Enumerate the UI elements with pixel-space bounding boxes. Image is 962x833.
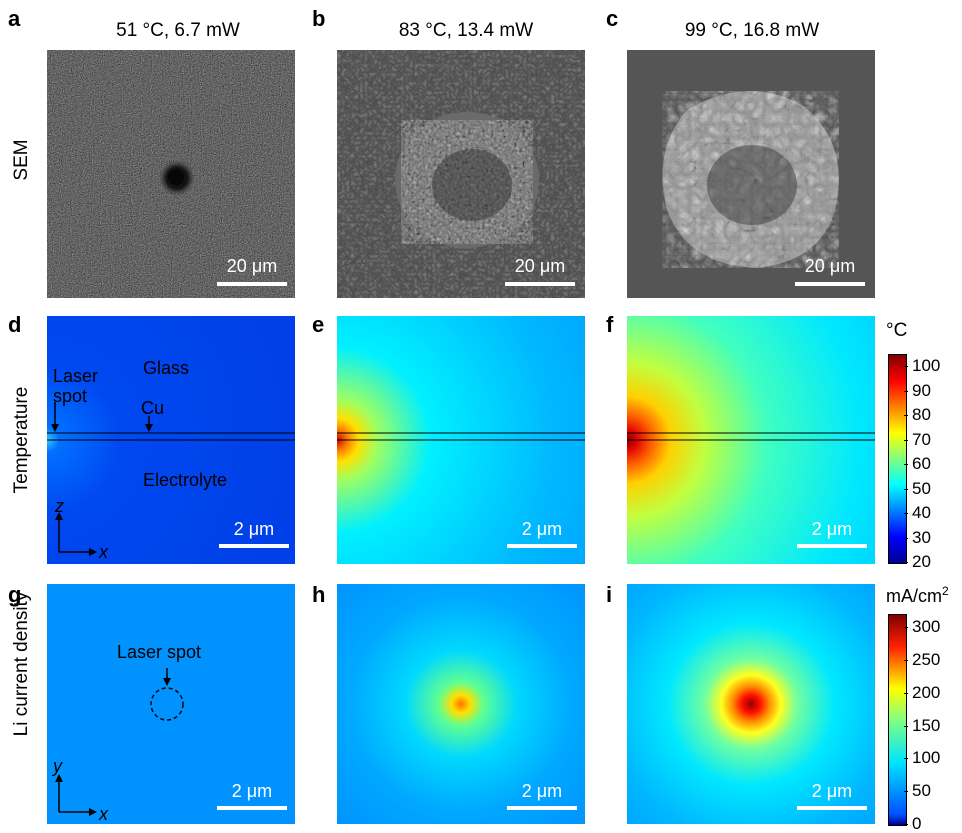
current-colorbar-tick-mark xyxy=(904,824,908,825)
sim-scale-bar-e xyxy=(507,544,577,548)
label-cu: Cu xyxy=(141,398,165,418)
sem-scale-label-a: 20 μm xyxy=(226,256,278,276)
temperature-colorbar-tick: 70 xyxy=(912,429,931,449)
row-label-sem: SEM xyxy=(11,139,32,181)
temperature-colorbar-tick-mark xyxy=(904,562,908,563)
temperature-colorbar xyxy=(888,354,907,564)
label-electrolyte: Electrolyte xyxy=(143,470,228,490)
sim-scale-label-f: 2 μm xyxy=(811,519,853,539)
current-colorbar-tick-mark xyxy=(904,791,908,793)
panel-letter-h: h xyxy=(312,582,326,607)
sem-image-b: 20 μm xyxy=(337,50,585,298)
panel-letter-e: e xyxy=(312,312,325,337)
current-colorbar-unit: mA/cm2 xyxy=(886,584,949,606)
sem-image-c: 20 μm xyxy=(627,50,875,298)
sem-scale-bar-b xyxy=(505,282,575,286)
temperature-map-f: 2 μm xyxy=(627,316,875,564)
sem-image-a: 20 μm xyxy=(47,50,295,298)
temperature-colorbar-tick-mark xyxy=(904,464,908,466)
column-title-2: 83 °C, 13.4 mW xyxy=(398,20,534,41)
label-laser-spot-line2: spot xyxy=(53,386,88,406)
label-glass: Glass xyxy=(143,358,190,378)
temperature-colorbar-tick-mark xyxy=(904,390,908,392)
sem-scale-bar-a xyxy=(217,282,287,286)
sim-scale-label-e: 2 μm xyxy=(521,519,563,539)
temperature-colorbar-tick: 30 xyxy=(912,527,931,547)
sem-scale-label-b: 20 μm xyxy=(514,256,566,276)
panel-letter-c: c xyxy=(606,6,619,31)
temperature-colorbar-tick: 100 xyxy=(912,356,941,376)
current-colorbar-tick: 250 xyxy=(912,649,941,669)
temperature-colorbar-tick: 50 xyxy=(912,478,931,498)
column-title-3: 99 °C, 16.8 mW xyxy=(684,20,820,41)
temperature-colorbar-tick-mark xyxy=(904,415,908,417)
panel-letter-i: i xyxy=(606,582,613,607)
current-colorbar-tick-mark xyxy=(904,627,908,629)
current-colorbar-tick: 300 xyxy=(912,617,941,637)
sim-scale-label-h: 2 μm xyxy=(521,781,563,801)
temperature-map-d: Glass Laser spot Cu Electrolyte z x 2 μm xyxy=(47,316,295,564)
sim-scale-bar-d xyxy=(219,544,289,548)
temperature-colorbar-tick: 90 xyxy=(912,380,931,400)
column-title-1: 51 °C, 6.7 mW xyxy=(116,20,240,41)
label-laser-spot-current: Laser spot xyxy=(117,642,202,662)
temperature-colorbar-tick-mark xyxy=(904,537,908,539)
temperature-colorbar-tick-mark xyxy=(904,366,908,368)
temperature-colorbar-tick: 60 xyxy=(912,454,931,474)
temperature-colorbar-tick: 20 xyxy=(912,552,931,571)
panel-letter-d: d xyxy=(8,312,22,337)
current-colorbar-tick-mark xyxy=(904,692,908,694)
panel-letter-a: a xyxy=(8,6,21,31)
axis-label-x-d: x xyxy=(99,542,108,562)
axis-label-y: y xyxy=(53,756,62,776)
current-colorbar-ticks: 300 250 200 150 100 50 0 xyxy=(904,612,962,833)
row-label-temperature: Temperature xyxy=(11,386,32,494)
sim-scale-label-i: 2 μm xyxy=(811,781,853,801)
sim-scale-bar-g xyxy=(217,806,287,810)
sem-scale-label-c: 20 μm xyxy=(804,256,856,276)
current-map-h: 2 μm xyxy=(337,584,585,824)
temperature-colorbar-ticks: 100 90 80 70 60 50 40 30 20 xyxy=(904,352,958,571)
current-colorbar-tick: 200 xyxy=(912,682,941,702)
temperature-colorbar-tick-mark xyxy=(904,513,908,515)
label-laser-spot-line1: Laser xyxy=(53,366,99,386)
temperature-colorbar-tick: 80 xyxy=(912,405,931,425)
sim-scale-label-d: 2 μm xyxy=(233,519,275,539)
row-label-current-density: Li current density xyxy=(11,591,32,737)
current-map-i: 2 μm xyxy=(627,584,875,824)
sem-scale-bar-c xyxy=(795,282,865,286)
panel-letter-b: b xyxy=(312,6,326,31)
current-colorbar xyxy=(888,614,907,826)
sim-scale-bar-h xyxy=(507,806,577,810)
current-colorbar-tick-mark xyxy=(904,758,908,760)
current-colorbar-tick-mark xyxy=(904,725,908,727)
current-colorbar-tick: 150 xyxy=(912,715,941,735)
temperature-map-e: 2 μm xyxy=(337,316,585,564)
sim-scale-label-g: 2 μm xyxy=(231,781,273,801)
current-colorbar-tick: 100 xyxy=(912,748,941,768)
current-colorbar-tick-mark xyxy=(904,659,908,661)
axis-label-x-g: x xyxy=(99,804,108,824)
current-colorbar-tick: 0 xyxy=(912,814,922,833)
temperature-colorbar-tick: 40 xyxy=(912,503,931,523)
temperature-colorbar-unit: °C xyxy=(886,320,908,341)
current-colorbar-tick: 50 xyxy=(912,781,931,801)
panel-letter-g: g xyxy=(8,582,22,607)
current-map-g: Laser spot y x 2 μm xyxy=(47,584,295,824)
sim-scale-bar-i xyxy=(797,806,867,810)
sim-scale-bar-f xyxy=(797,544,867,548)
temperature-colorbar-tick-mark xyxy=(904,488,908,490)
axis-label-z: z xyxy=(55,496,64,516)
temperature-colorbar-tick-mark xyxy=(904,439,908,441)
panel-letter-f: f xyxy=(606,312,614,337)
